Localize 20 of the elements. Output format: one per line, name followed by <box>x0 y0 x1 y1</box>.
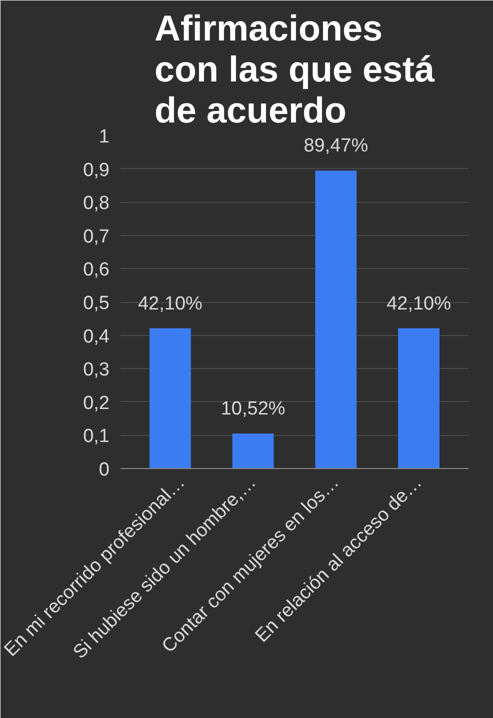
y-tick-label: 0,5 <box>83 293 110 314</box>
bar <box>150 328 191 468</box>
bar <box>398 328 440 468</box>
y-tick-label: 1 <box>98 126 110 148</box>
y-tick-label: 0,8 <box>83 193 110 214</box>
chart-title: Afirmaciones con las que está de acuerdo <box>154 8 436 130</box>
y-tick-label: 0,4 <box>83 326 110 348</box>
data-label: 42,10% <box>138 293 203 314</box>
y-tick-label: 0,1 <box>83 426 110 448</box>
bar <box>232 433 274 468</box>
y-tick-label: 0,6 <box>83 260 110 281</box>
data-label: 42,10% <box>386 293 452 314</box>
bar <box>315 170 357 468</box>
data-label: 89,47% <box>304 136 368 157</box>
y-tick-label: 0,9 <box>83 160 110 181</box>
y-tick-label: 0,2 <box>83 392 110 414</box>
y-tick-label: 0 <box>98 460 110 480</box>
y-tick-label: 0,3 <box>83 360 110 381</box>
y-tick-label: 0,7 <box>83 226 110 248</box>
data-label: 10,52% <box>220 398 286 420</box>
